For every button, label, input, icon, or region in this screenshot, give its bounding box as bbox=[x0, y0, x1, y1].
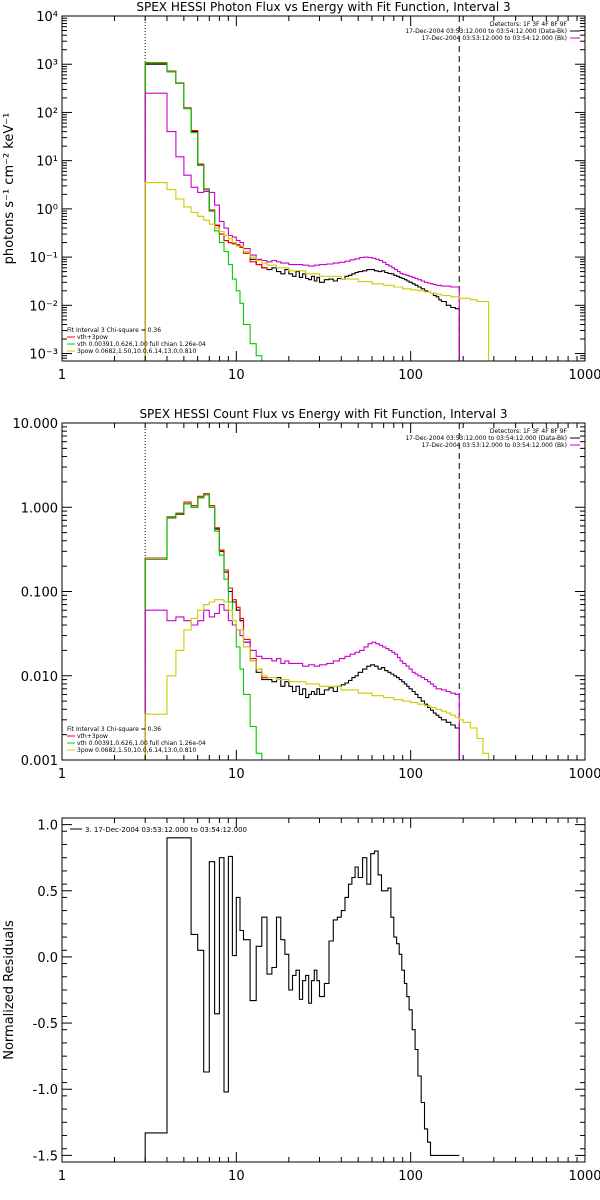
photon-flux-panel: SPEX HESSI Photon Flux vs Energy with Fi… bbox=[2, 0, 600, 383]
legend-entry: Fit Interval 3 Chi-square = 0.36 bbox=[67, 726, 161, 733]
y-tick-label: 0.001 bbox=[21, 754, 58, 769]
y-axis-label: Normalized Residuals bbox=[2, 920, 17, 1060]
x-tick-label: 1 bbox=[58, 767, 66, 782]
plot-frame bbox=[61, 422, 586, 761]
legend-entry: 3. 17-Dec-2004 03:53:12.000 to 03:54:12.… bbox=[85, 826, 247, 834]
x-tick-label: 1000 bbox=[568, 1169, 600, 1184]
chart-title: SPEX HESSI Count Flux vs Energy with Fit… bbox=[139, 407, 507, 421]
y-tick-label: 10³ bbox=[36, 58, 58, 73]
y-tick-label: 0.100 bbox=[21, 586, 58, 601]
series-line-4 bbox=[144, 599, 490, 760]
legend-entry: 17-Dec-2004 03:53:12.000 to 03:54:12.000… bbox=[405, 28, 567, 35]
y-tick-label: 10.000 bbox=[13, 417, 59, 432]
legend-entry: Fit Interval 3 Chi-square = 0.36 bbox=[67, 327, 161, 334]
plot-frame bbox=[61, 15, 586, 362]
x-tick-label: 100 bbox=[398, 767, 423, 782]
y-tick-label: 1.000 bbox=[21, 501, 58, 516]
x-tick-label: 10 bbox=[228, 767, 245, 782]
legend-entry: vth+3pow bbox=[77, 733, 108, 740]
legend-entry: Detectors: 1F 3F 4F 8F 9F bbox=[490, 21, 568, 28]
y-tick-label: 10⁻³ bbox=[29, 348, 58, 363]
y-tick-label: -0.5 bbox=[33, 1017, 58, 1032]
series-line-4 bbox=[144, 182, 490, 361]
y-tick-label: 10⁴ bbox=[36, 10, 58, 25]
x-tick-label: 1 bbox=[58, 368, 66, 383]
series-line-0 bbox=[144, 63, 460, 361]
legend-entry: 3pow 0.0682,1.50,10.0,6.14,13.0,0.810 bbox=[77, 348, 196, 355]
legend-entry: vth+3pow bbox=[77, 334, 108, 341]
series-group bbox=[144, 837, 460, 1162]
x-tick-label: 1000 bbox=[568, 368, 600, 383]
y-tick-label: 10² bbox=[36, 106, 58, 121]
series-line-1 bbox=[144, 62, 268, 361]
y-tick-label: 10¹ bbox=[36, 155, 58, 170]
y-tick-label: 0.0 bbox=[37, 951, 58, 966]
legend-entry: Detectors: 1F 3F 4F 8F 9F bbox=[490, 428, 568, 435]
x-tick-label: 100 bbox=[398, 1169, 423, 1184]
series-line-0 bbox=[144, 837, 460, 1162]
y-tick-label: 0.010 bbox=[21, 670, 58, 685]
legend-entry: 17-Dec-2004 03:53:12.000 to 03:54:12.000… bbox=[405, 435, 567, 442]
x-tick-label: 100 bbox=[398, 368, 423, 383]
y-tick-label: 0.5 bbox=[37, 885, 58, 900]
series-line-3 bbox=[144, 92, 460, 361]
legend-entry: 3pow 0.0682,1.50,10.0,6.14,13.0,0.810 bbox=[77, 747, 196, 754]
series-line-3 bbox=[144, 604, 460, 760]
y-tick-label: -1.0 bbox=[33, 1083, 58, 1098]
residuals-panel: 1 10 100 1000 -1.5 -1.0 -0.5 0.0 0.5 1.0 Normalize… bbox=[2, 817, 600, 1184]
plot-frame bbox=[61, 817, 586, 1163]
count-flux-panel: SPEX HESSI Count Flux vs Energy with Fit… bbox=[13, 407, 600, 782]
series-group bbox=[144, 62, 490, 361]
y-tick-label: 1.0 bbox=[37, 819, 58, 834]
legend-entry: 17-Dec-2004 03:53:12.000 to 03:54:12.000… bbox=[422, 35, 567, 42]
legend-entry: 17-Dec-2004 03:53:12.000 to 03:54:12.000… bbox=[422, 442, 567, 449]
legend-entry: vth 0.00391,0.626,1.00 full chian 1.26e-… bbox=[77, 341, 206, 348]
x-tick-label: 1 bbox=[58, 1169, 66, 1184]
y-tick-label: -1.5 bbox=[33, 1149, 58, 1164]
series-line-2 bbox=[144, 62, 263, 361]
series-line-2 bbox=[144, 494, 263, 760]
legend-entry: vth 0.00391,0.626,1.00 full chian 1.26e-… bbox=[77, 740, 206, 747]
y-tick-label: 10⁰ bbox=[36, 203, 58, 218]
series-line-1 bbox=[144, 493, 268, 760]
y-tick-label: 10⁻¹ bbox=[29, 251, 58, 266]
y-tick-label: 10⁻² bbox=[29, 299, 58, 314]
y-axis-label: photons s⁻¹ cm⁻² keV⁻¹ bbox=[2, 113, 17, 265]
chart-title: SPEX HESSI Photon Flux vs Energy with Fi… bbox=[136, 0, 510, 14]
series-group bbox=[144, 493, 490, 760]
x-tick-label: 10 bbox=[228, 1169, 245, 1184]
x-tick-label: 10 bbox=[228, 368, 245, 383]
x-tick-label: 1000 bbox=[568, 767, 600, 782]
